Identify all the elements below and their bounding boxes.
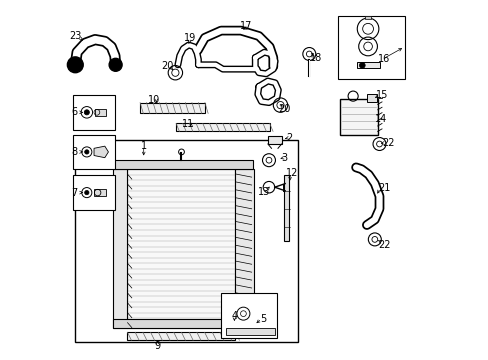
Text: 10: 10 xyxy=(147,95,160,105)
Text: 6: 6 xyxy=(71,107,78,117)
Bar xyxy=(113,319,253,328)
Bar xyxy=(113,169,127,328)
Text: 14: 14 xyxy=(374,114,386,124)
Text: 11: 11 xyxy=(181,119,193,129)
Bar xyxy=(73,175,115,210)
Polygon shape xyxy=(94,146,108,158)
Text: 18: 18 xyxy=(310,53,322,63)
Circle shape xyxy=(67,57,83,73)
Bar xyxy=(337,16,404,79)
Text: 8: 8 xyxy=(71,147,78,157)
Bar xyxy=(339,99,377,135)
Bar xyxy=(113,160,253,169)
Bar xyxy=(284,175,289,241)
Text: 3: 3 xyxy=(281,153,287,163)
Circle shape xyxy=(359,62,365,68)
Bar xyxy=(267,136,281,144)
Text: 21: 21 xyxy=(377,183,389,193)
Text: 22: 22 xyxy=(377,240,389,250)
Bar xyxy=(73,95,115,130)
Bar xyxy=(235,169,253,328)
Circle shape xyxy=(109,58,122,71)
Text: 20: 20 xyxy=(277,104,290,114)
Text: 1: 1 xyxy=(141,141,146,151)
Text: 5: 5 xyxy=(260,314,266,324)
Circle shape xyxy=(84,110,89,115)
Bar xyxy=(356,63,379,68)
Text: 13: 13 xyxy=(258,186,270,197)
Bar xyxy=(75,140,298,342)
Text: 20: 20 xyxy=(161,60,173,71)
Bar xyxy=(95,109,105,116)
Bar xyxy=(366,94,377,102)
Text: 9: 9 xyxy=(154,341,160,351)
Bar xyxy=(221,293,276,338)
Bar xyxy=(176,123,269,131)
Text: 22: 22 xyxy=(382,138,394,148)
Bar xyxy=(365,16,370,19)
Circle shape xyxy=(84,190,89,195)
Bar xyxy=(94,189,105,196)
Bar xyxy=(127,332,235,340)
Text: 23: 23 xyxy=(69,31,81,41)
Circle shape xyxy=(84,150,89,154)
Text: 2: 2 xyxy=(285,133,292,143)
Text: 17: 17 xyxy=(240,21,252,31)
Text: 15: 15 xyxy=(375,90,387,100)
Text: 7: 7 xyxy=(71,188,78,198)
Text: 4: 4 xyxy=(231,311,237,321)
Bar xyxy=(127,169,235,328)
Bar xyxy=(140,103,204,113)
Text: 19: 19 xyxy=(183,33,196,43)
Bar xyxy=(226,328,275,335)
Text: 12: 12 xyxy=(285,168,298,178)
Text: 16: 16 xyxy=(377,54,389,64)
Bar xyxy=(73,135,115,169)
